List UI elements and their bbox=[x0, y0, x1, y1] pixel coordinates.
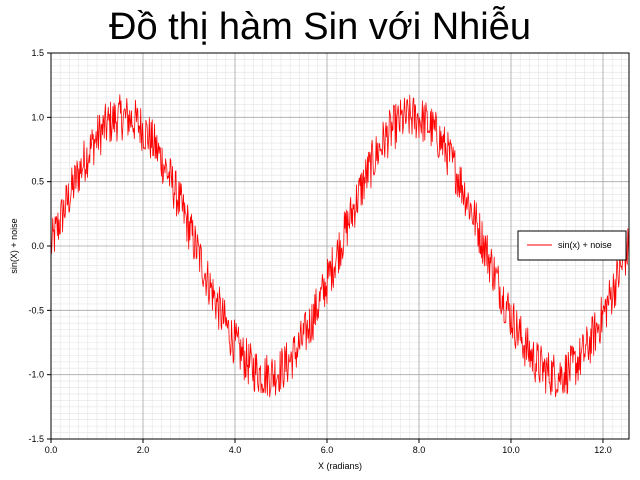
legend-label: sin(x) + noise bbox=[558, 240, 612, 250]
y-tick-label: 1.5 bbox=[31, 48, 44, 58]
y-tick-label: 0.0 bbox=[31, 241, 44, 251]
axis-ticks: 0.0 2.0 4.0 6.0 8.0 10.0 12.0 1.5 1.0 0.5 0.0 -0.5 -… bbox=[28, 48, 611, 455]
series-layer bbox=[50, 94, 630, 398]
x-tick-label: 4.0 bbox=[229, 445, 242, 455]
x-tick-label: 6.0 bbox=[321, 445, 334, 455]
x-tick-label: 12.0 bbox=[594, 445, 612, 455]
y-tick-label: 1.0 bbox=[31, 112, 44, 122]
y-tick-label: -1.0 bbox=[28, 370, 44, 380]
y-tick-label: -0.5 bbox=[28, 305, 44, 315]
y-tick-label: 0.5 bbox=[31, 177, 44, 187]
x-tick-label: 8.0 bbox=[413, 445, 426, 455]
x-tick-label: 10.0 bbox=[502, 445, 520, 455]
y-axis-label: sin(X) + noise bbox=[9, 218, 19, 273]
x-tick-label: 2.0 bbox=[137, 445, 150, 455]
series-line bbox=[50, 94, 630, 398]
y-tick-label: -1.5 bbox=[28, 434, 44, 444]
legend: sin(x) + noise bbox=[517, 230, 627, 261]
chart-title: Đồ thị hàm Sin với Nhiễu bbox=[109, 6, 531, 48]
x-tick-label: 0.0 bbox=[45, 445, 58, 455]
x-axis-label: X (radians) bbox=[318, 461, 362, 471]
